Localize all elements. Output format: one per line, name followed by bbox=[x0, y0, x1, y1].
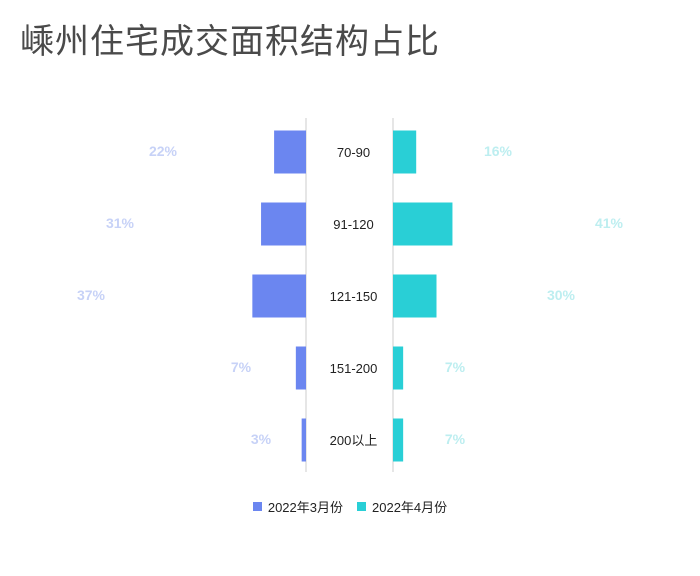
data-label-march: 37% bbox=[77, 287, 106, 303]
bar-march bbox=[261, 202, 306, 246]
data-label-march: 22% bbox=[149, 143, 178, 159]
bar-april bbox=[393, 274, 437, 318]
category-label: 121-150 bbox=[330, 289, 378, 304]
data-label-april: 30% bbox=[547, 287, 576, 303]
legend-item-march[interactable]: 2022年3月份 bbox=[252, 497, 343, 516]
legend-swatch-march bbox=[252, 502, 262, 511]
data-label-april: 16% bbox=[484, 143, 513, 159]
legend-label-april: 2022年4月份 bbox=[372, 500, 448, 515]
category-label: 151-200 bbox=[330, 361, 378, 376]
bar-march bbox=[252, 274, 306, 318]
data-label-april: 7% bbox=[445, 359, 466, 375]
bar-march bbox=[295, 346, 306, 390]
data-label-march: 3% bbox=[251, 431, 272, 447]
bar-april bbox=[393, 130, 417, 174]
category-label: 91-120 bbox=[333, 217, 373, 232]
legend-label-march: 2022年3月份 bbox=[267, 500, 343, 515]
bar-april bbox=[393, 346, 404, 390]
data-label-april: 41% bbox=[595, 215, 624, 231]
category-label: 200以上 bbox=[330, 433, 378, 448]
legend-item-april[interactable]: 2022年4月份 bbox=[357, 497, 447, 516]
legend-swatch-april bbox=[357, 502, 366, 511]
bar-april bbox=[393, 418, 404, 462]
bar-april bbox=[393, 202, 453, 246]
legend: 2022年3月份 2022年4月份 bbox=[0, 497, 700, 516]
bar-march bbox=[301, 418, 306, 462]
data-label-march: 7% bbox=[231, 359, 252, 375]
page-title: 嵊州住宅成交面积结构占比 bbox=[20, 22, 440, 62]
data-label-april: 7% bbox=[445, 431, 466, 447]
bar-march bbox=[274, 130, 306, 174]
category-label: 70-90 bbox=[337, 145, 370, 160]
data-label-march: 31% bbox=[106, 215, 135, 231]
butterfly-bar-chart: 70-90 22% 16% 91-120 31% 41% 121-150 37% 30% 151-… bbox=[77, 118, 624, 472]
